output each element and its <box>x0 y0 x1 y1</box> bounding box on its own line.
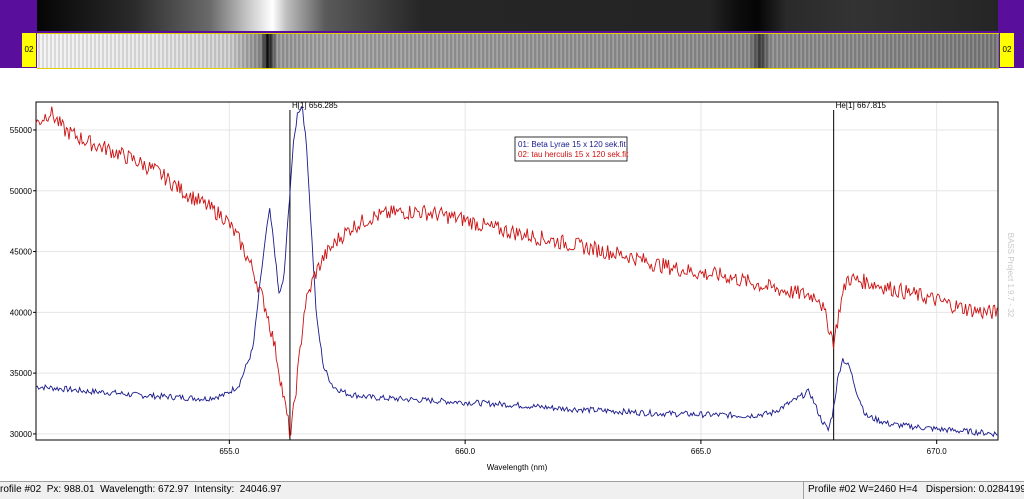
spectrum-image-01 <box>37 0 998 31</box>
legend-entry-01: 01: Beta Lyrae 15 x 120 sek.fit <box>518 140 627 149</box>
status-cursor-readout: rofile #02 Px: 988.01 Wavelength: 672.97… <box>0 484 282 495</box>
y-tick-label: 35000 <box>10 369 33 378</box>
watermark-text: BASS Project 1.9.7 - 32 <box>1006 233 1015 318</box>
status-separator <box>803 482 804 499</box>
series-lines <box>35 105 998 438</box>
line-annotations: H[1] 656.285 He[1] 667.815 <box>289 101 887 440</box>
status-bar: rofile #02 Px: 988.01 Wavelength: 672.97… <box>0 481 1024 499</box>
status-profile-info: Profile #02 W=2460 H=4 Dispersion: 0.028… <box>808 484 1024 495</box>
spectrum-tag-left[interactable]: 02 <box>22 33 36 67</box>
legend-entry-02: 02: tau herculis 15 x 120 sek.fit <box>518 150 629 159</box>
legend: 01: Beta Lyrae 15 x 120 sek.fit 02: tau … <box>514 136 629 162</box>
x-tick-label: 655.0 <box>219 447 240 456</box>
x-tick-label: 665.0 <box>691 447 712 456</box>
spectrum-image-02[interactable] <box>37 33 999 69</box>
legend-box <box>514 136 628 162</box>
annotation-label: H[1] 656.285 <box>292 101 338 110</box>
y-tick-label: 40000 <box>10 308 33 317</box>
y-tick-label: 50000 <box>10 187 33 196</box>
annotation-label: He[1] 667.815 <box>836 101 887 110</box>
y-tick-label: 30000 <box>10 430 33 439</box>
y-tick-label: 55000 <box>10 126 33 135</box>
x-axis-label: Wavelength (nm) <box>487 463 548 472</box>
chart-grid <box>36 102 998 440</box>
y-tick-label: 45000 <box>10 248 33 257</box>
x-tick-label: 660.0 <box>455 447 476 456</box>
spectrum-strip-panel: 02 02 <box>0 0 1024 69</box>
axis-ticks: 655.0 660.0 665.0 670.0 30000 35000 40000 45000… <box>10 126 948 456</box>
plot-frame <box>35 101 999 441</box>
x-tick-label: 670.0 <box>927 447 948 456</box>
series-line-1 <box>35 105 998 438</box>
spectrum-profile-chart[interactable]: 655.0 660.0 665.0 670.0 30000 35000 40000 45000… <box>0 80 1024 478</box>
series-line-2 <box>35 106 998 438</box>
spectrum-tag-right[interactable]: 02 <box>1000 33 1014 67</box>
spectrum-image-02-row: 02 02 <box>22 33 1024 69</box>
